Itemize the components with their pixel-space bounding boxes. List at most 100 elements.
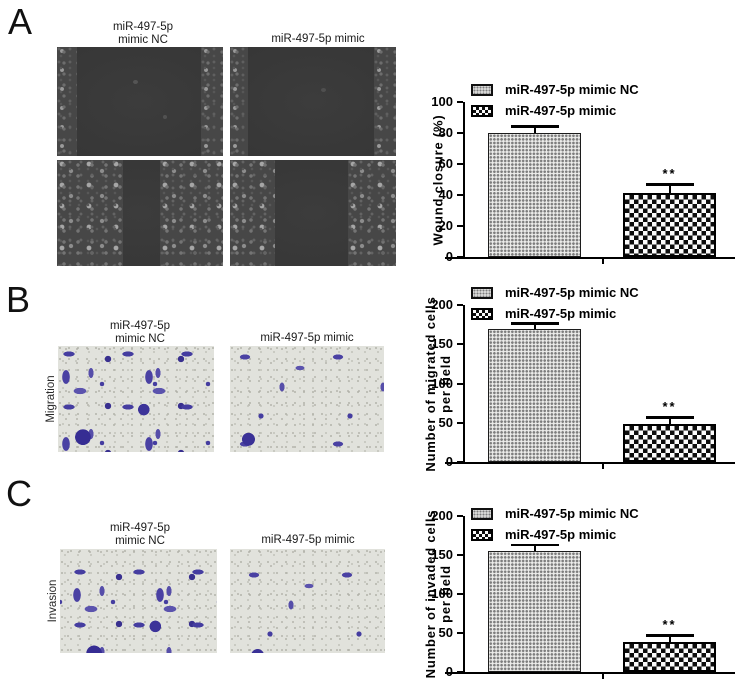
y-axis-title: Number of migrated cells per field — [423, 295, 453, 472]
y-tick — [457, 593, 463, 595]
bar-mimic-nc — [488, 551, 581, 672]
legend-label: miR-497-5p mimic — [505, 306, 617, 321]
error-bar-cap — [510, 543, 559, 547]
y-tick-label: 100 — [431, 375, 453, 391]
y-tick — [457, 304, 463, 306]
error-bar-line — [533, 126, 536, 133]
wound-closure-chart: 0 20 40 60 80 100 ** miR-497-5p mimic NC miR-497… — [425, 60, 744, 275]
bar-mimic-nc — [488, 133, 581, 257]
micrograph-wound-mimic-end — [230, 160, 396, 266]
invasion-row-label: Invasion — [47, 579, 59, 623]
significance-marker: ** — [662, 617, 677, 633]
y-axis — [463, 305, 465, 464]
legend-label: miR-497-5p mimic NC — [505, 285, 639, 300]
bar-mimic — [623, 423, 716, 462]
legend-key-mimic — [471, 308, 493, 320]
panel-b-label: B — [6, 279, 31, 320]
error-bar-cap — [510, 125, 559, 128]
y-axis-title: Wound closure (%) — [430, 113, 446, 246]
legend-label: miR-497-5p mimic NC — [505, 82, 639, 97]
y-tick-label: 60 — [438, 156, 453, 171]
y-tick — [457, 101, 463, 103]
micrograph-migration-nc — [58, 346, 214, 452]
y-tick — [457, 671, 463, 673]
micrograph-wound-nc-start — [57, 47, 223, 156]
cell-monolayer-right — [347, 160, 396, 266]
legend-label: miR-497-5p mimic — [505, 527, 617, 542]
legend-key-mimic-nc — [471, 287, 493, 299]
y-tick-label: 150 — [431, 336, 453, 352]
y-axis — [463, 102, 465, 259]
y-tick — [457, 256, 463, 258]
x-axis-tick — [602, 259, 604, 264]
significance-marker: ** — [662, 399, 677, 415]
error-bar-line — [533, 544, 536, 552]
y-tick — [457, 515, 463, 517]
error-bar-line — [533, 323, 536, 329]
y-tick-label: 200 — [431, 297, 453, 312]
y-tick — [457, 382, 463, 385]
legend-label: miR-497-5p mimic NC — [505, 506, 639, 521]
y-tick-label: 150 — [431, 547, 453, 562]
legend-label: miR-497-5p mimic — [505, 103, 617, 118]
cell-monolayer-right — [374, 47, 396, 156]
y-tick — [457, 194, 463, 196]
x-axis-tick — [602, 464, 604, 469]
panel-c-column-title-nc: miR-497-5p mimic NC — [109, 522, 171, 547]
error-bar-cap — [645, 183, 694, 186]
y-tick-label: 0 — [445, 454, 453, 469]
panel-a-label: A — [8, 1, 33, 42]
y-tick-label: 0 — [445, 664, 453, 679]
legend-key-mimic — [471, 529, 493, 541]
migrated-cells-chart: 0 50 100 150 200 ** miR-497-5p mimic NC miR-497… — [423, 283, 744, 479]
cell-monolayer-left — [230, 160, 275, 266]
micrograph-wound-mimic-start — [230, 47, 396, 156]
legend-key-mimic-nc — [471, 84, 493, 96]
error-bar-line — [668, 417, 671, 424]
y-tick — [457, 343, 463, 346]
x-axis-tick — [602, 674, 604, 679]
micrograph-invasion-mimic — [230, 549, 385, 653]
cell-monolayer-left — [57, 160, 124, 266]
cell-monolayer-left — [230, 47, 249, 156]
stained-cells — [230, 549, 385, 653]
y-tick — [457, 554, 463, 556]
y-tick — [457, 163, 463, 165]
significance-marker: ** — [662, 166, 677, 182]
y-tick-label: 50 — [438, 625, 453, 640]
y-tick — [457, 632, 463, 634]
y-tick-label: 50 — [438, 414, 453, 430]
cell-monolayer-right — [201, 47, 223, 156]
y-tick — [457, 421, 463, 424]
error-bar-cap — [645, 634, 694, 637]
x-axis — [445, 257, 735, 259]
panel-b-column-title-nc: miR-497-5p mimic NC — [109, 320, 171, 345]
invaded-cells-chart: 0 50 100 150 200 ** miR-497-5p mimic NC miR-497… — [423, 496, 744, 686]
y-tick-label: 80 — [438, 125, 453, 140]
y-tick-label: 100 — [431, 586, 453, 601]
error-bar-cap — [645, 416, 694, 419]
stained-cells — [60, 549, 217, 653]
panel-c-label: C — [6, 473, 32, 514]
stained-cells — [230, 346, 384, 452]
y-tick-label: 20 — [438, 218, 453, 233]
y-tick-label: 100 — [431, 94, 453, 109]
panel-b-column-title-mimic: miR-497-5p mimic — [260, 332, 354, 344]
x-axis — [445, 672, 735, 674]
debris-speck — [163, 114, 168, 119]
error-bar-cap — [510, 322, 559, 325]
y-tick-label: 200 — [431, 508, 453, 523]
error-bar-line — [668, 635, 671, 643]
micrograph-migration-mimic — [230, 346, 384, 452]
micrograph-invasion-nc — [60, 549, 217, 653]
x-axis — [445, 462, 735, 464]
error-bar-line — [668, 184, 671, 194]
cell-monolayer-right — [159, 160, 223, 266]
bar-mimic-nc — [488, 328, 581, 462]
bar-mimic — [623, 193, 716, 257]
cell-monolayer-left — [57, 47, 77, 156]
micrograph-wound-nc-end — [57, 160, 223, 266]
debris-speck — [133, 79, 139, 84]
panel-a-column-title-mimic: miR-497-5p mimic — [271, 33, 365, 45]
